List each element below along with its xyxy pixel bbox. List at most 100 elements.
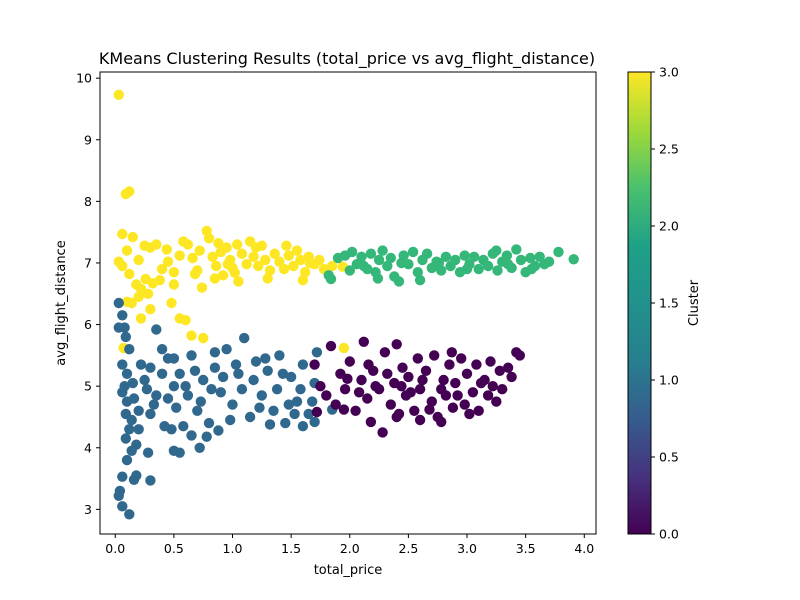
cluster-1-point <box>148 399 160 410</box>
cluster-3-point <box>232 239 243 250</box>
cluster-3-point <box>187 252 198 264</box>
colorbar-label: Cluster <box>687 279 702 326</box>
cluster-0-point <box>447 402 459 413</box>
cluster-0-point <box>330 399 341 410</box>
cluster-1-point <box>162 353 174 364</box>
cluster-2-point <box>396 257 407 269</box>
cluster-1-point <box>260 353 271 364</box>
cluster-2-point <box>377 245 388 256</box>
cluster-2-point <box>365 248 377 259</box>
cluster-1-point <box>309 416 320 428</box>
cluster-3-point <box>278 263 290 275</box>
cluster-2-point <box>543 256 555 267</box>
colorbar-tick-label: 1.5 <box>659 296 679 311</box>
cluster-2-point <box>373 254 385 266</box>
cluster-0-point <box>358 336 369 347</box>
cluster-0-point <box>471 359 482 370</box>
cluster-3-point <box>117 260 128 272</box>
y-axis-label: avg_flight_distance <box>54 240 69 365</box>
cluster-3-point <box>117 228 128 240</box>
cluster-3-point <box>207 251 218 262</box>
colorbar-tick-label: 3.0 <box>659 65 679 80</box>
cluster-1-point <box>274 350 285 361</box>
cluster-2-point <box>412 267 423 278</box>
cluster-0-point <box>315 381 326 392</box>
cluster-0-point <box>452 390 463 401</box>
cluster-2-point <box>433 257 445 269</box>
cluster-1-point <box>283 399 294 410</box>
cluster-0-point <box>491 396 502 407</box>
x-tick-label: 1.5 <box>281 541 301 556</box>
cluster-1-point <box>303 408 314 420</box>
cluster-2-point <box>450 254 461 266</box>
y-tick-label: 7 <box>84 255 92 270</box>
cluster-1-point <box>156 368 168 379</box>
cluster-1-point <box>126 445 137 456</box>
cluster-3-point <box>260 254 271 266</box>
cluster-1-point <box>256 390 267 401</box>
cluster-3-point <box>166 297 177 309</box>
cluster-0-point <box>344 356 355 367</box>
cluster-3-point <box>135 313 147 324</box>
cluster-1-point <box>121 368 133 379</box>
cluster-0-point <box>502 362 514 373</box>
x-tick-label: 3.5 <box>516 541 536 556</box>
cluster-1-point <box>291 396 303 407</box>
cluster-0-point <box>414 414 426 426</box>
cluster-0-point <box>429 350 440 361</box>
cluster-3-point <box>209 273 221 284</box>
x-tick-label: 4.0 <box>574 541 594 556</box>
x-tick-label: 3.0 <box>457 541 477 556</box>
cluster-0-point <box>353 387 365 398</box>
cluster-0-point <box>438 374 449 386</box>
cluster-3-point <box>314 254 325 266</box>
cluster-1-point <box>209 362 221 373</box>
cluster-1-point <box>194 442 205 453</box>
cluster-1-point <box>289 408 300 420</box>
cluster-3-point <box>196 282 208 293</box>
cluster-3-point <box>154 275 165 286</box>
cluster-2-point <box>346 246 358 258</box>
cluster-3-point <box>124 186 135 197</box>
cluster-3-point <box>203 233 215 244</box>
cluster-3-point <box>248 251 259 262</box>
cluster-0-point <box>377 427 388 438</box>
cluster-1-point <box>192 405 203 416</box>
cluster-3-point <box>229 267 240 278</box>
cluster-0-point <box>436 416 447 428</box>
cluster-0-point <box>356 374 367 386</box>
cluster-3-point <box>142 288 154 299</box>
y-axis-ticks: 3 4 5 6 7 8 9 10 <box>76 71 100 517</box>
cluster-2-point <box>492 265 503 276</box>
cluster-3-point <box>182 239 194 250</box>
cluster-1-point <box>113 490 125 501</box>
cluster-1-point <box>203 417 215 429</box>
cluster-0-point <box>403 371 414 383</box>
cluster-3-point <box>168 267 180 278</box>
cluster-3-point <box>262 273 273 284</box>
cluster-3-point <box>189 268 201 280</box>
cluster-1-point <box>248 374 259 386</box>
cluster-3-point <box>327 260 338 272</box>
cluster-0-point <box>391 411 402 423</box>
cluster-0-point <box>350 405 361 416</box>
cluster-1-point <box>206 384 217 395</box>
cluster-3-point <box>221 242 232 253</box>
cluster-3-point <box>217 270 229 281</box>
cluster-1-point <box>227 399 238 410</box>
cluster-1-point <box>120 433 131 444</box>
colorbar-tick-label: 2.0 <box>659 219 679 234</box>
cluster-2-point <box>526 263 537 275</box>
cluster-2-point <box>534 251 545 262</box>
cluster-1-point <box>141 384 153 395</box>
cluster-1-point <box>307 396 318 407</box>
cluster-1-point <box>182 390 194 401</box>
cluster-1-point <box>297 421 309 432</box>
cluster-1-point <box>225 414 236 426</box>
cluster-0-point <box>414 384 426 395</box>
cluster-3-point <box>288 260 299 272</box>
cluster-3-point <box>127 231 138 243</box>
cluster-1-point <box>178 421 189 432</box>
cluster-3-point <box>133 291 144 302</box>
cluster-0-point <box>446 347 457 358</box>
